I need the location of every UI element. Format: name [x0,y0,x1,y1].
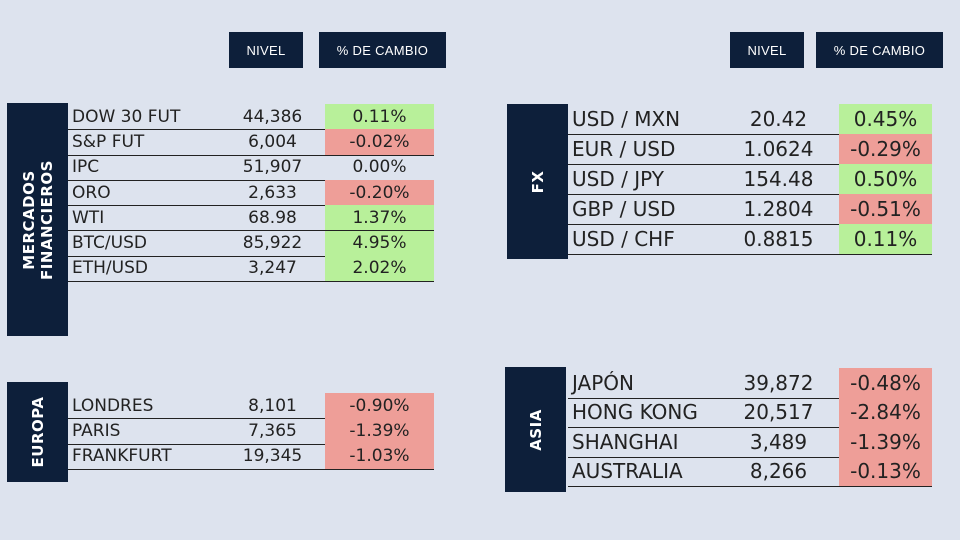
instrument-name: IPC [72,157,100,178]
instrument-level: 51,907 [242,157,303,178]
right-cambio-header: % DE CAMBIO [816,32,943,68]
instrument-level: 8,101 [248,395,297,416]
instrument-change: -1.03% [325,443,434,469]
instrument-change: -0.29% [839,134,932,164]
table-row: LONDRES 8,101 -0.90% [68,393,434,420]
instrument-change: -0.20% [325,179,434,206]
table-row: ETH/USD 3,247 2.02% [68,255,434,283]
table-row: JAPÓN 39,872 -0.48% [568,368,932,399]
instrument-change: -0.13% [839,456,932,486]
instrument-name: GBP / USD [572,197,676,221]
instrument-change: 0.00% [352,157,407,178]
instrument-level: 0.8815 [743,227,814,251]
instrument-level: 3,247 [248,258,297,279]
left-nivel-header: NIVEL [229,32,303,68]
instrument-change: 0.11% [325,104,434,130]
instrument-name: USD / JPY [572,167,664,191]
instrument-name: AUSTRALIA [572,459,683,484]
instrument-change: 0.45% [839,104,932,134]
instrument-level: 1.2804 [743,197,814,221]
instrument-name: LONDRES [72,395,154,416]
mercados-financieros-label: MERCADOS FINANCIEROS [7,103,68,336]
table-row: HONG KONG 20,517 -2.84% [568,397,932,428]
instrument-name: BTC/USD [72,233,147,254]
instrument-name: SHANGHAI [572,429,679,454]
table-row: USD / MXN 20.42 0.45% [568,104,932,135]
asia-table: JAPÓN 39,872 -0.48% HONG KONG 20,517 -2.84% SH… [568,368,932,487]
instrument-level: 85,922 [242,233,303,254]
table-row: IPC 51,907 0.00% [68,155,434,181]
asia-label: ASIA [505,367,566,492]
instrument-change: 0.11% [839,224,932,254]
instrument-name: USD / CHF [572,227,675,251]
instrument-level: 68.98 [248,207,297,228]
instrument-change: 2.02% [325,255,434,282]
instrument-name: JAPÓN [572,370,634,395]
table-row: USD / JPY 154.48 0.50% [568,164,932,195]
table-row: PARIS 7,365 -1.39% [68,418,434,445]
instrument-name: DOW 30 FUT [72,106,181,127]
instrument-name: FRANKFURT [72,446,172,467]
instrument-level: 44,386 [242,106,303,127]
table-row: ORO 2,633 -0.20% [68,179,434,207]
instrument-change: 0.50% [839,164,932,194]
instrument-name: PARIS [72,420,121,441]
mercados-label-line1: MERCADOS [19,169,38,270]
instrument-level: 154.48 [743,167,814,191]
instrument-change: -0.48% [839,368,932,398]
instrument-level: 2,633 [248,182,297,203]
instrument-level: 1.0624 [743,137,814,161]
table-row: S&P FUT 6,004 -0.02% [68,129,434,156]
table-row: WTI 68.98 1.37% [68,205,434,232]
instrument-change: -1.39% [325,418,434,444]
instrument-change: -2.84% [839,397,932,427]
instrument-name: USD / MXN [572,107,681,131]
table-row: USD / CHF 0.8815 0.11% [568,224,932,255]
instrument-level: 20,517 [743,400,814,425]
table-row: BTC/USD 85,922 4.95% [68,230,434,257]
instrument-name: WTI [72,207,105,228]
instrument-name: HONG KONG [572,400,698,425]
instrument-level: 8,266 [749,459,808,484]
instrument-level: 7,365 [248,420,297,441]
fx-table: USD / MXN 20.42 0.45% EUR / USD 1.0624 -0.29%… [568,104,932,255]
instrument-name: EUR / USD [572,137,676,161]
table-row: EUR / USD 1.0624 -0.29% [568,134,932,165]
europa-label: EUROPA [7,382,68,482]
instrument-change: -0.51% [839,194,932,224]
right-nivel-header: NIVEL [730,32,804,68]
instrument-change: -0.90% [325,393,434,419]
instrument-name: ORO [72,182,111,203]
table-row: SHANGHAI 3,489 -1.39% [568,427,932,458]
instrument-name: ETH/USD [72,258,148,279]
mercados-table: DOW 30 FUT 44,386 0.11% S&P FUT 6,004 -0.02% I… [68,104,434,283]
mercados-label-line2: FINANCIEROS [37,159,56,280]
instrument-name: S&P FUT [72,131,145,152]
instrument-change: -1.39% [839,427,932,457]
instrument-level: 39,872 [743,370,814,395]
instrument-change: 4.95% [325,230,434,256]
instrument-level: 3,489 [749,429,808,454]
europa-table: LONDRES 8,101 -0.90% PARIS 7,365 -1.39% FRANKF… [68,393,434,470]
left-cambio-header: % DE CAMBIO [319,32,446,68]
instrument-change: -0.02% [325,129,434,155]
instrument-level: 20.42 [749,107,808,131]
instrument-level: 6,004 [248,131,297,152]
instrument-change: 1.37% [325,205,434,231]
fx-label: FX [507,104,568,259]
table-row: GBP / USD 1.2804 -0.51% [568,194,932,225]
table-row: AUSTRALIA 8,266 -0.13% [568,456,932,487]
instrument-level: 19,345 [242,446,303,467]
table-row: FRANKFURT 19,345 -1.03% [68,443,434,470]
table-row: DOW 30 FUT 44,386 0.11% [68,104,434,131]
